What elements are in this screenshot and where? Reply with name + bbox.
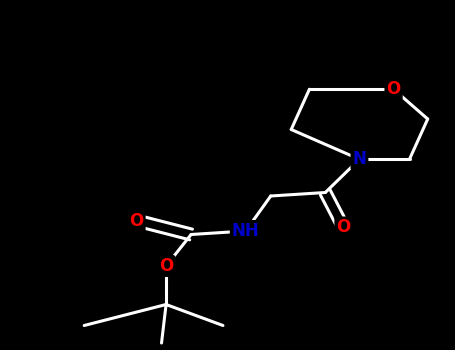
Text: O: O xyxy=(386,80,401,98)
Text: N: N xyxy=(353,150,366,168)
Text: O: O xyxy=(129,211,144,230)
Text: O: O xyxy=(159,257,173,275)
Text: NH: NH xyxy=(232,222,259,240)
Text: O: O xyxy=(336,218,351,237)
